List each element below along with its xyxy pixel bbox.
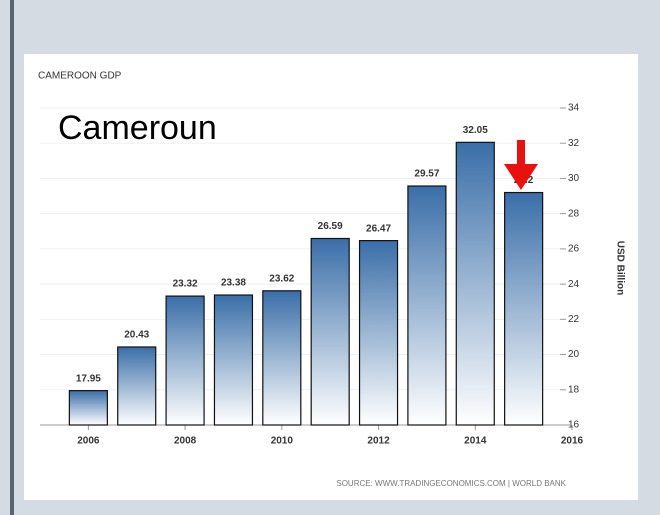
x-tick-label: 2014 <box>464 436 487 447</box>
y-tick-label: 20 <box>568 349 580 360</box>
x-tick-label: 2016 <box>561 436 584 447</box>
bar <box>262 290 302 426</box>
value-label: 20.43 <box>124 330 149 341</box>
y-tick-label: 24 <box>568 279 580 290</box>
value-label: 26.59 <box>318 221 343 232</box>
value-label: 23.62 <box>269 273 294 284</box>
y-tick-label: 32 <box>568 138 580 149</box>
x-tick-label: 2008 <box>174 436 197 447</box>
x-tick-label: 2010 <box>271 436 294 447</box>
left-border <box>10 0 14 515</box>
bar <box>504 191 544 426</box>
value-label: 29.57 <box>414 169 439 180</box>
value-label: 23.32 <box>173 279 198 290</box>
value-label: 26.47 <box>366 223 391 234</box>
y-tick-label: 26 <box>568 244 580 255</box>
value-label: 17.95 <box>76 373 101 384</box>
y-tick-label: 34 <box>568 103 580 114</box>
y-tick-label: 22 <box>568 314 580 325</box>
bar <box>407 185 447 426</box>
x-tick-label: 2006 <box>77 436 100 447</box>
plot: 16 18 20 22 24 26 28 30 32 34 2006 2008 2010 2012 2014… <box>40 103 584 447</box>
y-tick-label: 18 <box>568 384 580 395</box>
bar <box>455 141 495 426</box>
y-axis-label: USD Billion <box>614 241 625 295</box>
value-label: 23.38 <box>221 278 246 289</box>
bar <box>358 240 399 426</box>
arrow-shaft <box>517 140 525 170</box>
bar <box>213 294 254 426</box>
chart-title: CAMEROON GDP <box>38 71 122 82</box>
bar <box>310 237 350 426</box>
arrow-head <box>504 164 538 190</box>
red-arrow <box>504 140 538 190</box>
y-tick-label: 30 <box>568 173 580 184</box>
y-tick-label: 16 <box>568 420 580 431</box>
bar <box>165 295 205 426</box>
bar <box>68 390 108 426</box>
y-tick-label: 28 <box>568 208 580 219</box>
source: SOURCE: WWW.TRADINGECONOMICS.COM | WORLD… <box>336 479 566 488</box>
x-tick-label: 2012 <box>367 436 390 447</box>
bar <box>117 346 157 426</box>
annotation: Cameroun <box>58 109 217 147</box>
value-label: 32.05 <box>463 125 488 136</box>
